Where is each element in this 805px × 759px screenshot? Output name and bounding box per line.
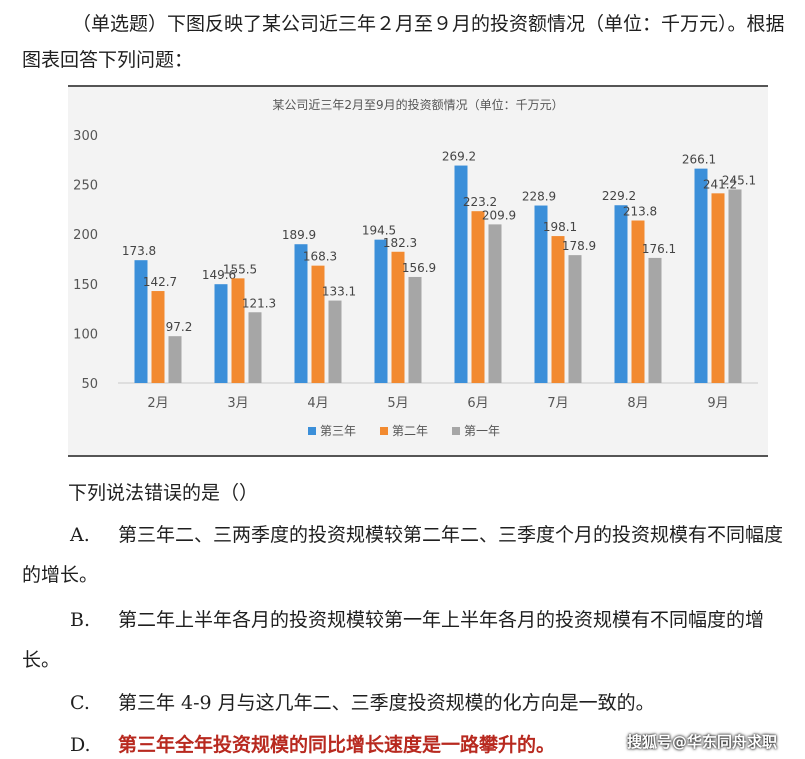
x-tick-label: 7月	[547, 396, 568, 411]
data-label: 194.5	[362, 224, 396, 238]
option-a[interactable]: A. 第三年二、三两季度的投资规模较第二年二、三季度个月的投资规模有不同幅度的增长…	[22, 515, 797, 595]
y-tick-label: 50	[81, 377, 98, 392]
bar	[294, 244, 308, 383]
y-tick-label: 150	[73, 278, 98, 293]
data-label: 142.7	[143, 275, 177, 289]
bar	[134, 260, 148, 383]
data-label: 182.3	[383, 236, 417, 250]
y-tick-label: 100	[73, 327, 98, 342]
bar	[374, 239, 388, 383]
option-b-key: B.	[70, 609, 91, 631]
option-b-text: 第二年上半年各月的投资规模较第一年上半年各月的投资规模有不同幅度的增长。	[22, 609, 765, 671]
x-tick-label: 4月	[307, 396, 328, 411]
option-d-key: D.	[70, 734, 91, 756]
bar	[214, 284, 228, 383]
option-c[interactable]: C. 第三年 4-9 月与这几年二、三季度投资规模的化方向是一致的。	[22, 683, 797, 723]
data-label: 149.6	[202, 268, 236, 282]
data-label: 198.1	[543, 220, 577, 234]
question-intro: （单选题）下图反映了某公司近三年２月至９月的投资额情况（单位：千万元）。根据图表…	[22, 13, 785, 71]
bar	[408, 276, 422, 383]
bar	[648, 257, 662, 383]
y-tick-label: 200	[73, 228, 98, 243]
option-d-text: 第三年全年投资规模的同比增长速度是一路攀升的。	[118, 734, 556, 756]
data-label: 173.8	[122, 244, 156, 258]
legend-swatch	[452, 427, 460, 435]
bar	[391, 251, 405, 383]
watermark: 搜狐号@华东同舟求职	[627, 733, 778, 751]
data-label: 245.1	[722, 173, 756, 187]
y-tick-label: 300	[73, 129, 98, 144]
bar-chart-svg: 某公司近三年2月至9月的投资额情况（单位：千万元） 50 100 150 200 250 3…	[73, 97, 758, 438]
bar	[631, 220, 645, 383]
bar	[488, 224, 502, 383]
data-label: 168.3	[303, 250, 337, 264]
option-a-key: A.	[70, 524, 90, 546]
x-tick-label: 5月	[387, 396, 408, 411]
option-a-text: 第三年二、三两季度的投资规模较第二年二、三季度个月的投资规模有不同幅度的增长。	[22, 524, 784, 586]
data-label: 266.1	[682, 153, 716, 167]
option-c-key: C.	[70, 692, 90, 714]
data-label: 156.9	[402, 261, 436, 275]
bar-chart: 某公司近三年2月至9月的投资额情况（单位：千万元） 50 100 150 200 250 3…	[68, 85, 768, 457]
option-c-text: 第三年 4-9 月与这几年二、三季度投资规模的化方向是一致的。	[118, 692, 655, 714]
bar	[471, 211, 485, 383]
data-label: 228.9	[522, 190, 556, 204]
bar	[231, 278, 245, 383]
x-tick-label: 6月	[467, 396, 488, 411]
x-tick-label: 8月	[627, 396, 648, 411]
data-label: 97.2	[166, 320, 193, 334]
data-label: 229.2	[602, 189, 636, 203]
bar	[551, 236, 565, 383]
chart-title: 某公司近三年2月至9月的投资额情况（单位：千万元）	[272, 97, 563, 112]
legend-label: 第三年	[320, 424, 356, 438]
data-label: 269.2	[442, 150, 476, 164]
data-label: 176.1	[642, 242, 676, 256]
data-label: 133.1	[322, 285, 356, 299]
bar	[614, 205, 628, 383]
data-label: 209.9	[482, 208, 516, 222]
data-label: 178.9	[562, 239, 596, 253]
bar	[534, 205, 548, 383]
option-b[interactable]: B. 第二年上半年各月的投资规模较第一年上半年各月的投资规模有不同幅度的增长。	[22, 600, 797, 680]
sub-question: 下列说法错误的是（）	[68, 482, 259, 504]
data-label: 155.5	[223, 262, 257, 276]
bar	[454, 165, 468, 383]
bar	[728, 189, 742, 383]
option-d[interactable]: D. 第三年全年投资规模的同比增长速度是一路攀升的。	[22, 725, 797, 759]
bar	[711, 193, 725, 383]
y-tick-label: 250	[73, 179, 98, 194]
data-label: 213.8	[623, 205, 657, 219]
legend-label: 第一年	[464, 424, 500, 438]
data-label: 241.2	[703, 177, 737, 191]
bar	[568, 255, 582, 383]
data-label: 189.9	[282, 228, 316, 242]
legend-swatch	[380, 427, 388, 435]
bar	[168, 336, 182, 383]
bar	[694, 168, 708, 383]
legend-swatch	[308, 427, 316, 435]
x-tick-label: 3月	[227, 396, 248, 411]
x-tick-label: 2月	[147, 396, 168, 411]
data-label: 121.3	[242, 296, 276, 310]
legend-label: 第二年	[392, 424, 428, 438]
bar	[248, 312, 262, 383]
x-tick-label: 9月	[707, 396, 728, 411]
bar	[151, 291, 165, 383]
bar	[311, 265, 325, 383]
bar	[328, 300, 342, 383]
data-label: 223.2	[463, 195, 497, 209]
